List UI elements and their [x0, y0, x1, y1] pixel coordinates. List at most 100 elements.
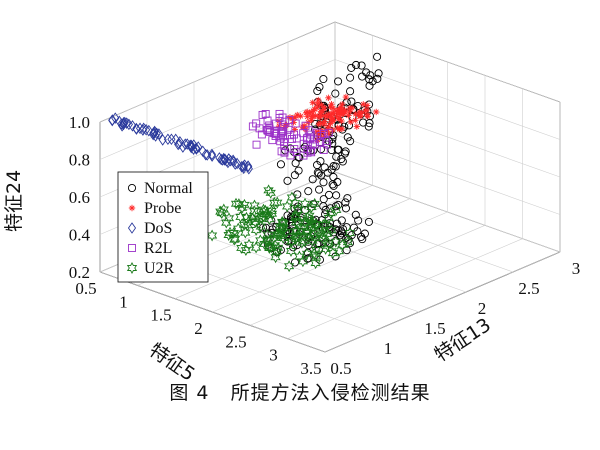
point-normal: [334, 226, 343, 235]
point-u2r: [258, 203, 269, 216]
point-dos: [215, 152, 224, 164]
point-u2r: [294, 250, 305, 263]
point-dos: [218, 154, 227, 166]
legend-box: [117, 171, 209, 283]
x-tick-label: 3: [269, 346, 278, 365]
point-r2l: [324, 128, 333, 137]
series-probe: [275, 93, 380, 144]
point-r2l: [255, 124, 264, 133]
point-normal: [304, 187, 313, 196]
point-probe: [294, 111, 301, 119]
point-normal: [319, 178, 328, 187]
point-u2r: [283, 260, 295, 273]
point-probe: [324, 113, 331, 120]
point-probe: [300, 124, 307, 131]
point-normal: [321, 210, 330, 219]
point-dos: [152, 127, 161, 140]
legend-marker-dos: [127, 222, 137, 234]
point-u2r: [310, 243, 322, 256]
point-normal: [334, 145, 343, 154]
point-u2r: [270, 251, 281, 264]
point-probe: [304, 108, 311, 116]
point-r2l: [285, 116, 294, 125]
point-probe: [318, 101, 325, 109]
point-probe: [361, 107, 369, 115]
series-r2l: [248, 109, 333, 160]
point-u2r: [260, 204, 271, 217]
point-probe: [291, 114, 299, 121]
point-probe: [345, 112, 352, 119]
point-r2l: [321, 137, 330, 146]
point-normal: [341, 198, 350, 207]
point-normal: [314, 169, 323, 178]
point-u2r: [215, 205, 226, 218]
point-u2r: [325, 207, 336, 220]
point-probe: [308, 108, 315, 116]
grid-line: [334, 171, 561, 253]
point-u2r: [310, 257, 321, 270]
point-u2r: [266, 207, 278, 220]
point-u2r: [320, 218, 331, 231]
point-r2l: [277, 147, 286, 156]
point-probe: [317, 120, 324, 127]
point-normal: [347, 63, 356, 72]
point-normal: [340, 122, 349, 131]
point-probe: [341, 106, 348, 114]
legend-marker-r2l: [128, 244, 136, 252]
point-r2l: [258, 110, 267, 119]
point-probe: [338, 117, 345, 125]
point-probe: [325, 130, 332, 137]
point-dos: [244, 162, 253, 175]
point-normal: [328, 180, 337, 189]
point-normal: [358, 235, 367, 244]
point-normal: [374, 69, 383, 78]
grid-line: [334, 59, 561, 140]
point-u2r: [327, 247, 339, 260]
point-normal: [294, 166, 303, 175]
y-tick-label: 1.5: [424, 319, 445, 338]
point-normal: [337, 216, 346, 225]
point-dos: [144, 124, 153, 137]
x-tick-label: 1: [119, 292, 128, 311]
point-probe: [363, 102, 371, 109]
point-probe: [329, 116, 336, 124]
grid-line: [99, 271, 326, 353]
point-r2l: [276, 133, 285, 142]
point-u2r: [330, 235, 341, 248]
point-normal: [365, 75, 374, 84]
grid-line: [287, 191, 514, 273]
point-u2r: [230, 197, 242, 210]
point-dos: [175, 137, 184, 150]
point-dos: [192, 143, 201, 155]
point-normal: [276, 160, 286, 169]
point-u2r: [304, 213, 315, 226]
point-probe: [325, 94, 332, 101]
point-probe: [330, 110, 337, 117]
point-dos: [244, 160, 253, 173]
point-normal: [352, 60, 361, 70]
point-u2r: [266, 241, 277, 254]
point-r2l: [279, 122, 288, 131]
point-u2r: [206, 229, 218, 242]
point-dos: [167, 133, 176, 146]
point-normal: [320, 163, 329, 172]
point-u2r: [276, 227, 287, 240]
point-u2r: [250, 216, 261, 229]
z-tick-label: 0.4: [69, 226, 91, 245]
point-normal: [339, 225, 348, 234]
point-probe: [309, 99, 316, 106]
point-probe: [321, 112, 329, 120]
point-probe: [346, 104, 354, 112]
point-probe: [328, 114, 335, 122]
legend-marker-probe: [128, 204, 136, 212]
point-u2r: [344, 227, 355, 239]
point-u2r: [262, 208, 274, 221]
point-r2l: [310, 140, 319, 149]
point-normal: [315, 82, 324, 92]
point-r2l: [280, 148, 289, 157]
point-normal: [321, 205, 330, 215]
point-dos: [198, 145, 207, 158]
point-normal: [332, 191, 341, 200]
point-probe: [357, 110, 365, 117]
